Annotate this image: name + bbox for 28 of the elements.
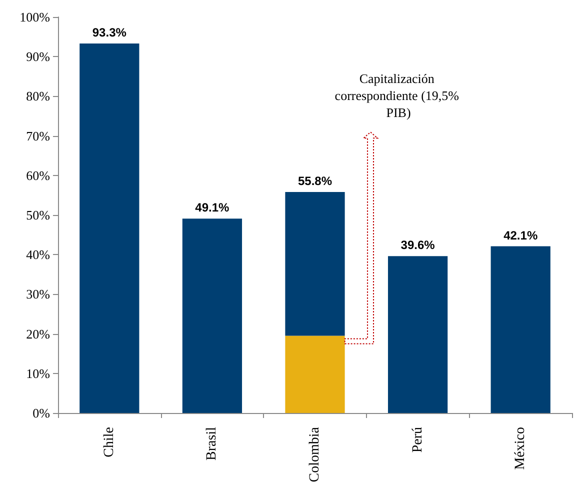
x-tick-label: Perú	[410, 427, 426, 453]
annotation: Capitalización correspondiente (19,5% PIB)	[334, 71, 462, 120]
x-tick-label: Colombia	[308, 426, 322, 482]
y-tick-label: 90%	[26, 49, 50, 64]
x-tick-label: Chile	[102, 427, 117, 458]
y-tick-label: 60%	[26, 168, 50, 183]
y-tick-label: 30%	[26, 286, 50, 302]
y-tick-label: 40%	[26, 247, 50, 262]
y-tick-label: 0%	[32, 406, 50, 420]
bar	[388, 256, 448, 413]
bar	[490, 246, 550, 413]
total-label: 93.3%	[92, 26, 127, 40]
total-label: 39.6%	[400, 238, 436, 252]
bar	[182, 218, 242, 413]
bar	[285, 336, 345, 413]
y-tick-label: 70%	[26, 128, 50, 144]
x-tick-label: México	[513, 427, 528, 470]
x-tick-label: Brasil	[204, 426, 220, 460]
total-label: 42.1%	[504, 228, 538, 242]
y-tick-label: 20%	[26, 326, 50, 342]
bar	[80, 44, 140, 413]
y-tick-label: 100%	[20, 10, 50, 24]
y-tick-label: 10%	[26, 366, 50, 381]
y-tick-label: 80%	[26, 88, 50, 104]
total-label: 55.8%	[298, 174, 332, 188]
y-tick-label: 50%	[26, 208, 50, 222]
bar	[285, 192, 345, 336]
total-label: 49.1%	[195, 200, 230, 215]
